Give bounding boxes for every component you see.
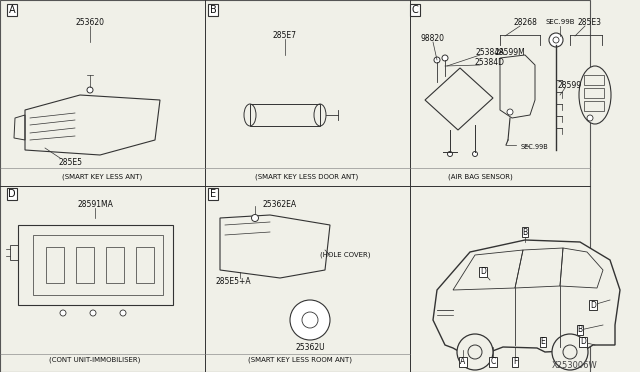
Ellipse shape bbox=[244, 104, 256, 126]
Text: C: C bbox=[490, 357, 495, 366]
Circle shape bbox=[87, 87, 93, 93]
Text: (SMART KEY LESS ANT): (SMART KEY LESS ANT) bbox=[62, 174, 142, 180]
Circle shape bbox=[457, 334, 493, 370]
Circle shape bbox=[302, 312, 318, 328]
Text: D: D bbox=[580, 337, 586, 346]
Text: E: E bbox=[541, 337, 545, 346]
Circle shape bbox=[587, 115, 593, 121]
Text: 25384D: 25384D bbox=[475, 58, 505, 67]
Text: F: F bbox=[513, 357, 517, 366]
Text: (AIR BAG SENSOR): (AIR BAG SENSOR) bbox=[447, 174, 513, 180]
Circle shape bbox=[472, 151, 477, 157]
Text: 28599: 28599 bbox=[558, 80, 582, 90]
Text: 285E5: 285E5 bbox=[58, 157, 82, 167]
Text: 25362EA: 25362EA bbox=[263, 199, 297, 208]
Text: E: E bbox=[210, 189, 216, 199]
Circle shape bbox=[552, 334, 588, 370]
Circle shape bbox=[549, 33, 563, 47]
Text: 285E3: 285E3 bbox=[578, 17, 602, 26]
Text: A: A bbox=[460, 357, 466, 366]
Ellipse shape bbox=[579, 66, 611, 124]
Text: (SMART KEY LESS ROOM ANT): (SMART KEY LESS ROOM ANT) bbox=[248, 357, 352, 363]
Circle shape bbox=[90, 310, 96, 316]
Text: 25384A: 25384A bbox=[476, 48, 505, 57]
Text: A: A bbox=[9, 5, 15, 15]
Text: D: D bbox=[480, 267, 486, 276]
Text: 253620: 253620 bbox=[76, 17, 104, 26]
Circle shape bbox=[434, 57, 440, 63]
Text: B: B bbox=[577, 326, 582, 334]
Polygon shape bbox=[433, 240, 620, 352]
Text: 28599M: 28599M bbox=[495, 48, 525, 57]
Circle shape bbox=[507, 109, 513, 115]
Circle shape bbox=[120, 310, 126, 316]
Text: X253006W: X253006W bbox=[552, 360, 598, 369]
Circle shape bbox=[60, 310, 66, 316]
Circle shape bbox=[290, 300, 330, 340]
Text: 28591MA: 28591MA bbox=[77, 199, 113, 208]
Text: (SMART KEY LESS DOOR ANT): (SMART KEY LESS DOOR ANT) bbox=[255, 174, 358, 180]
Text: SEC.99B: SEC.99B bbox=[545, 19, 575, 25]
Circle shape bbox=[252, 215, 259, 221]
Text: D: D bbox=[8, 189, 16, 199]
Text: C: C bbox=[412, 5, 419, 15]
Text: 25362U: 25362U bbox=[295, 343, 325, 352]
Text: D: D bbox=[590, 301, 596, 310]
Ellipse shape bbox=[314, 104, 326, 126]
Text: 285E5+A: 285E5+A bbox=[215, 278, 251, 286]
Circle shape bbox=[563, 345, 577, 359]
Text: B: B bbox=[210, 5, 216, 15]
Text: 98820: 98820 bbox=[421, 33, 445, 42]
Text: 28268: 28268 bbox=[513, 17, 537, 26]
Text: (CONT UNIT-IMMOBILISER): (CONT UNIT-IMMOBILISER) bbox=[49, 357, 141, 363]
Text: SEC.99B: SEC.99B bbox=[521, 144, 549, 150]
Circle shape bbox=[553, 37, 559, 43]
Text: (HOLE COVER): (HOLE COVER) bbox=[320, 252, 371, 258]
Circle shape bbox=[442, 55, 448, 61]
Text: 285E7: 285E7 bbox=[273, 31, 297, 39]
Circle shape bbox=[468, 345, 482, 359]
Text: B: B bbox=[522, 228, 527, 237]
Circle shape bbox=[447, 151, 452, 157]
